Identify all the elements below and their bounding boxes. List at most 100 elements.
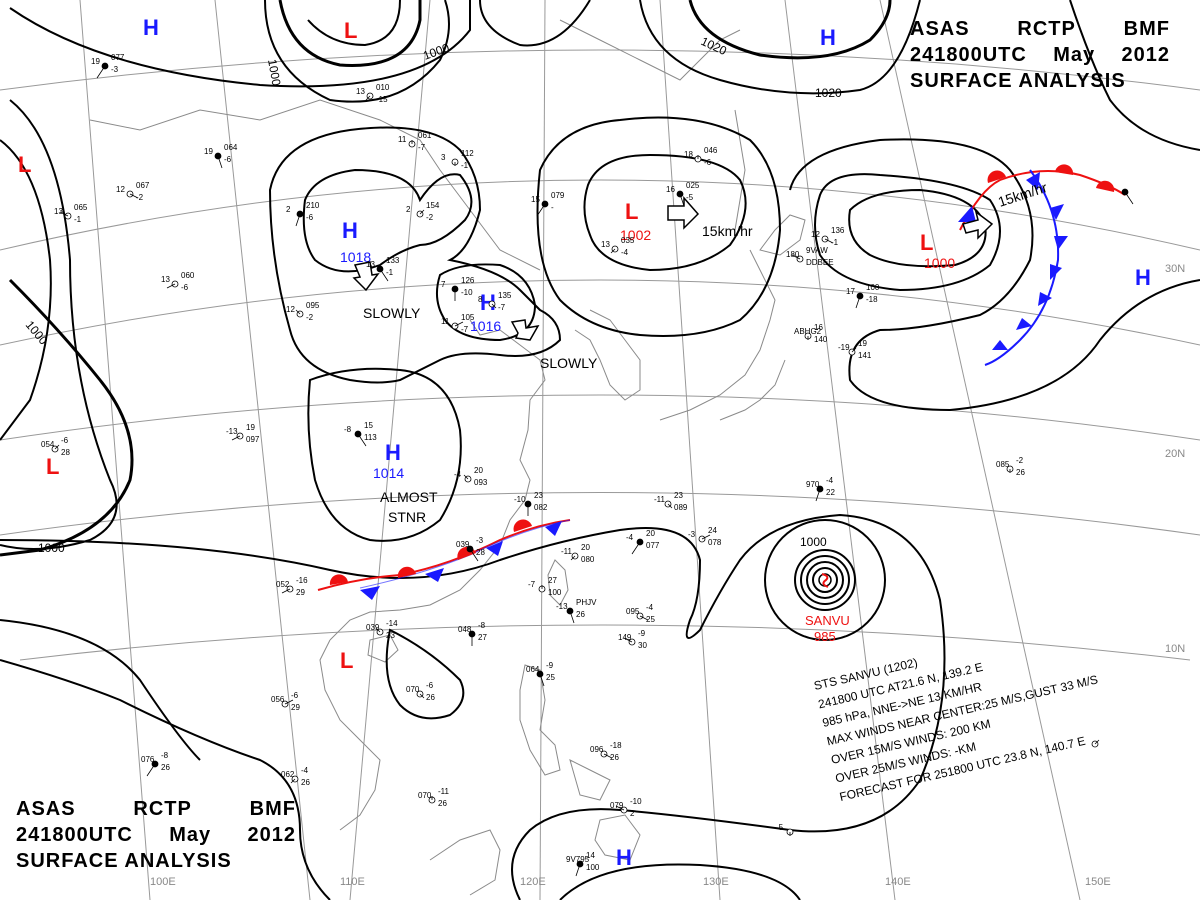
station-value: 067: [136, 181, 150, 190]
station-value: -6: [426, 681, 434, 690]
wind-barb: [290, 778, 296, 784]
low-pressure-value: 1000: [924, 255, 955, 271]
typhoon-ring: [800, 555, 850, 605]
station-value: 9V795: [566, 855, 590, 864]
station-value: 056: [271, 695, 285, 704]
station-value: 13: [54, 207, 63, 216]
wind-barb: [419, 209, 425, 215]
station-value: 19: [246, 423, 255, 432]
high-pressure-symbol: H: [385, 440, 401, 465]
station-value: -2: [306, 313, 314, 322]
isobar-label: 1000: [265, 58, 283, 87]
chart-header-bottom: ASAS RCTP BMF 241800UTC May 2012 SURFACE…: [16, 796, 296, 874]
wind-barb: [536, 203, 546, 217]
isobar: [385, 628, 465, 720]
header-row: 241800UTC May 2012: [16, 822, 296, 848]
coastline-china: [329, 319, 546, 641]
wind-barb: [679, 193, 685, 207]
fronts-east: [958, 164, 1126, 366]
wind-barb: [166, 283, 176, 289]
wind-barb: [365, 95, 371, 101]
station-value: 064: [526, 665, 540, 674]
station-value: 100: [548, 588, 562, 597]
isobar-label: 1000: [38, 541, 65, 555]
station-value: -1: [461, 161, 469, 170]
isobar-label: 1020: [815, 86, 842, 100]
wind-barb: [575, 863, 581, 877]
station-value: 078: [708, 538, 722, 547]
front-triangle: [958, 206, 976, 222]
station-value: -6: [61, 436, 69, 445]
high-pressure-symbol: H: [616, 845, 632, 870]
high-pressure-value: 1014: [373, 465, 404, 481]
station-value: 12: [116, 185, 125, 194]
longitude-label: 110E: [340, 876, 365, 888]
coastline-mindanao: [594, 814, 641, 861]
station-value: -6: [704, 158, 712, 167]
station-value: -2: [1016, 456, 1024, 465]
front-semicircle: [329, 574, 348, 585]
longitude-line: [879, 0, 1081, 900]
front-triangle: [1050, 204, 1064, 220]
motion-label: SLOWLY: [363, 305, 421, 321]
station-value: -4: [301, 766, 309, 775]
motion-label: SLOWLY: [540, 355, 598, 371]
isobar: [639, 0, 921, 95]
latitude-line: [0, 279, 1200, 346]
coastline-taiwan: [547, 559, 569, 606]
wind-barb: [491, 303, 497, 309]
agency-label: ASAS: [16, 798, 76, 820]
motion-label: ALMOST: [380, 489, 438, 505]
longitude-line: [349, 0, 431, 900]
station-value: -7: [461, 325, 469, 334]
wind-barb: [379, 268, 389, 282]
coastline-korea: [574, 309, 641, 401]
station-value: -: [551, 203, 554, 212]
station-value: 2: [406, 205, 411, 214]
header-row: ASAS RCTP BMF: [16, 796, 296, 822]
wind-barb: [54, 444, 60, 450]
product-label: SURFACE ANALYSIS: [16, 850, 232, 872]
coastline-luzon: [519, 664, 561, 776]
station-value: 052: [276, 580, 290, 589]
station-value: 25: [646, 615, 655, 624]
high-pressure-symbol: H: [143, 15, 159, 40]
station-value: 23: [534, 491, 543, 500]
station-value: 095: [626, 607, 640, 616]
station-value: -8: [161, 751, 169, 760]
station-value: -10: [630, 797, 642, 806]
isobar: [479, 0, 591, 47]
code-label: BMF: [1123, 18, 1170, 40]
wind-barb: [623, 637, 633, 643]
station-value: 26: [161, 763, 170, 772]
station-value: 13: [356, 87, 365, 96]
station-value: 149: [618, 633, 632, 642]
low-pressure-symbol: L: [340, 648, 353, 673]
station-value: ABHG2: [794, 327, 822, 336]
station-value: -11: [561, 547, 573, 556]
station-value: 077: [646, 541, 660, 550]
station-value: -3: [476, 536, 484, 545]
coastline-hainan: [367, 634, 399, 663]
longitude-line: [539, 0, 546, 900]
isobar: [688, 0, 892, 60]
wind-barb: [631, 541, 641, 555]
station-value: -3: [111, 65, 119, 74]
coastline-mongolia-border: [89, 99, 541, 271]
station-value: -2: [426, 213, 434, 222]
high-pressure-symbol: H: [480, 290, 496, 315]
station-value: 970: [806, 480, 820, 489]
wind-barb: [129, 193, 139, 199]
station-value: 077: [111, 53, 125, 62]
longitude-label: 120E: [520, 876, 546, 888]
station-value: 14: [586, 851, 595, 860]
station-value: -15: [376, 95, 388, 104]
wind-barb: [96, 65, 106, 79]
front-semicircle: [987, 170, 1006, 183]
front-line-red: [317, 519, 571, 591]
wind-barb: [851, 347, 857, 353]
longitude-label: 150E: [1085, 876, 1111, 888]
